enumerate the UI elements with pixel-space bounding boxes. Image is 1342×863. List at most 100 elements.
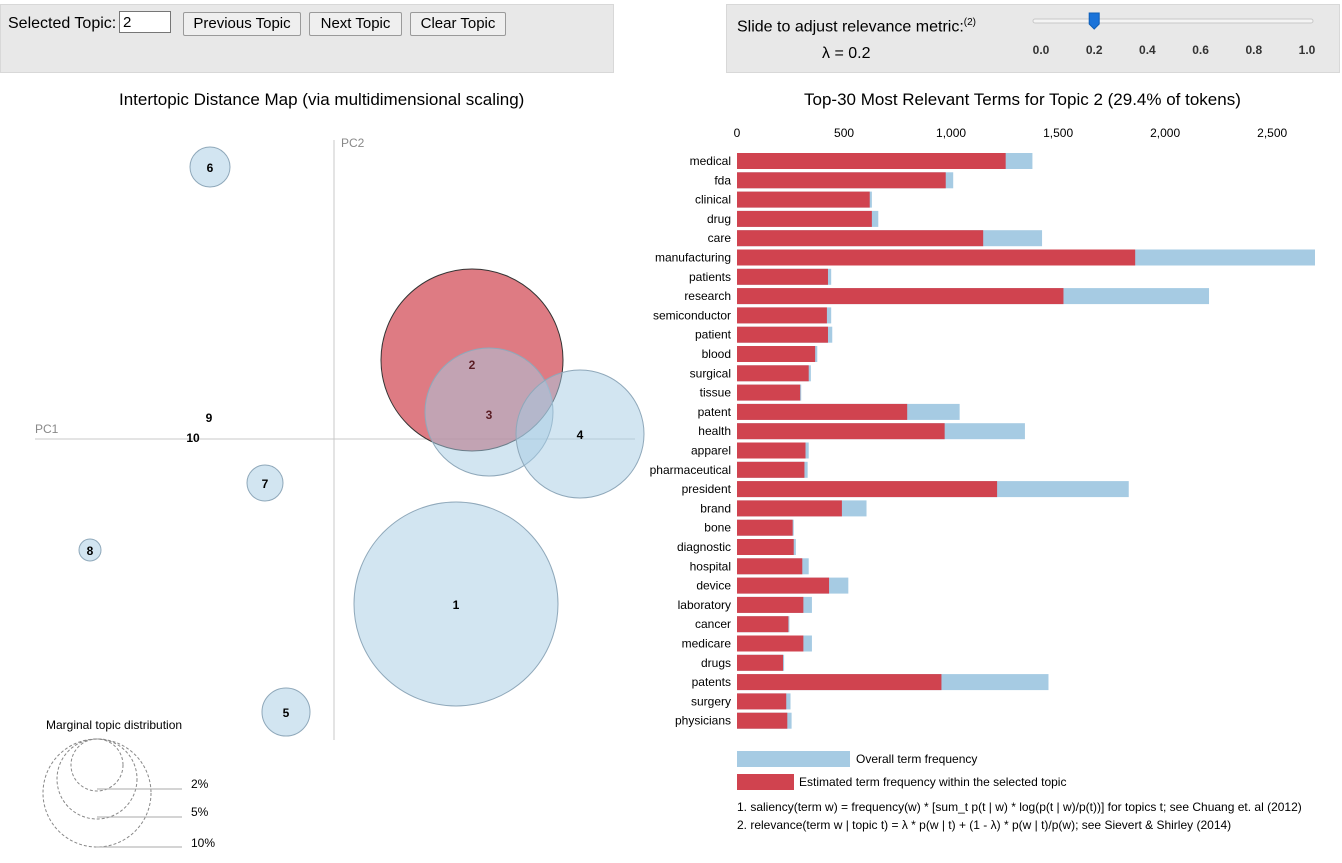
lambda-slider[interactable]: 0.0 0.2 0.4 0.6 0.8 1.0 <box>1023 7 1323 67</box>
marginal-label-10pct: 10% <box>191 836 215 850</box>
slider-track[interactable] <box>1032 18 1314 24</box>
term-label-apparel[interactable]: apparel <box>691 444 731 458</box>
intertopic-distance-map: PC2 PC1 1 2 3 4 5 6 7 8 9 10 Marginal to… <box>35 136 645 850</box>
x-tick-label: 2,500 <box>1257 126 1287 140</box>
topic-bar-manufacturing <box>737 249 1136 266</box>
topic-bar-president <box>737 481 998 498</box>
term-label-patients[interactable]: patients <box>689 270 731 284</box>
term-label-drug[interactable]: drug <box>707 212 731 226</box>
topic-label-9[interactable]: 9 <box>206 411 213 425</box>
previous-topic-button[interactable]: Previous Topic <box>183 12 301 36</box>
term-label-diagnostic[interactable]: diagnostic <box>677 540 731 554</box>
term-label-care[interactable]: care <box>708 231 732 245</box>
slider-tick-5: 1.0 <box>1299 43 1316 57</box>
x-tick-label: 0 <box>734 126 741 140</box>
term-label-clinical[interactable]: clinical <box>695 193 731 207</box>
lambda-value-text: λ = 0.2 <box>822 45 871 62</box>
slider-tick-1: 0.2 <box>1086 43 1103 57</box>
topic-circle-8[interactable] <box>78 538 102 562</box>
topic-controls-panel: Selected Topic: 2 Previous Topic Next To… <box>0 4 614 73</box>
topic-bar-patents <box>737 674 942 691</box>
topic-label-2: 2 <box>469 358 476 372</box>
next-topic-button[interactable]: Next Topic <box>309 12 402 36</box>
term-label-device[interactable]: device <box>696 579 731 593</box>
topic-circle-1[interactable] <box>353 501 559 707</box>
marginal-circle-10pct <box>42 738 152 848</box>
topic-bar-physicians <box>737 712 788 729</box>
term-label-blood[interactable]: blood <box>702 347 731 361</box>
term-label-surgical[interactable]: surgical <box>690 366 731 380</box>
topic-bar-surgery <box>737 693 787 710</box>
topic-label-10[interactable]: 10 <box>186 431 200 445</box>
slider-tick-2: 0.4 <box>1139 43 1156 57</box>
term-label-health[interactable]: health <box>698 424 731 438</box>
topic-label-3: 3 <box>486 408 493 422</box>
topic-bar-pharmaceutical <box>737 461 805 478</box>
topic-bar-bone <box>737 519 793 536</box>
term-label-laboratory[interactable]: laboratory <box>678 598 731 612</box>
term-label-patent[interactable]: patent <box>698 405 732 419</box>
topic-bar-device <box>737 577 830 594</box>
topic-bar-semiconductor <box>737 307 827 324</box>
term-label-tissue[interactable]: tissue <box>700 386 732 400</box>
slider-thumb[interactable] <box>1088 12 1100 30</box>
topic-bar-cancer <box>737 616 789 633</box>
slider-label: Slide to adjust relevance metric:(2) <box>737 17 976 36</box>
relevance-footnote: 2. relevance(term w | topic t) = λ * p(w… <box>737 818 1232 832</box>
term-label-bone[interactable]: bone <box>704 521 731 535</box>
topic-bar-drugs <box>737 654 784 671</box>
x-tick-label: 2,000 <box>1150 126 1180 140</box>
topic-bar-clinical <box>737 191 870 208</box>
legend-overall-swatch <box>737 751 850 767</box>
topic-bar-laboratory <box>737 596 804 613</box>
topic-bar-hospital <box>737 558 803 575</box>
topic-bar-blood <box>737 346 816 362</box>
marginal-circle-5pct <box>56 738 138 820</box>
topic-bar-medicare <box>737 635 804 652</box>
slider-tick-0: 0.0 <box>1033 43 1050 57</box>
term-label-physicians[interactable]: physicians <box>675 714 731 728</box>
marginal-label-5pct: 5% <box>191 805 209 819</box>
legend-overall-label: Overall term frequency <box>856 752 978 766</box>
term-label-surgery[interactable]: surgery <box>691 694 731 708</box>
legend-topic-label: Estimated term frequency within the sele… <box>799 775 1067 789</box>
bar-chart-title: Top-30 Most Relevant Terms for Topic 2 (… <box>804 90 1241 109</box>
term-label-president[interactable]: president <box>682 482 732 496</box>
term-label-cancer[interactable]: cancer <box>695 617 731 631</box>
marginal-label-2pct: 2% <box>191 777 209 791</box>
term-label-pharmaceutical[interactable]: pharmaceutical <box>650 463 731 477</box>
term-label-medicare[interactable]: medicare <box>682 637 732 651</box>
term-label-patents[interactable]: patents <box>692 675 731 689</box>
clear-topic-button[interactable]: Clear Topic <box>410 12 506 36</box>
marginal-distribution-title: Marginal topic distribution <box>46 718 182 732</box>
slider-label-text: Slide to adjust relevance metric: <box>737 18 964 36</box>
topic-circle-7[interactable] <box>246 464 284 502</box>
legend-topic-swatch <box>737 774 794 790</box>
selected-topic-input[interactable]: 2 <box>119 11 171 33</box>
topic-bar-health <box>737 423 945 440</box>
topic-circle-6[interactable] <box>189 146 231 188</box>
topic-bar-diagnostic <box>737 539 794 555</box>
x-tick-label: 1,500 <box>1043 126 1073 140</box>
term-label-patient[interactable]: patient <box>695 328 732 342</box>
relevance-controls-panel: Slide to adjust relevance metric:(2) λ =… <box>726 4 1340 73</box>
term-label-research[interactable]: research <box>684 289 731 303</box>
term-label-drugs[interactable]: drugs <box>701 656 731 670</box>
term-label-semiconductor[interactable]: semiconductor <box>653 308 731 322</box>
term-label-fda[interactable]: fda <box>714 173 731 187</box>
topic-circle-4[interactable] <box>515 369 645 499</box>
topic-label-5: 5 <box>283 706 290 720</box>
topic-bar-medical <box>737 153 1006 169</box>
slider-tick-3: 0.6 <box>1192 43 1209 57</box>
topic-bar-brand <box>737 500 842 517</box>
selected-topic-label: Selected Topic: <box>8 15 117 32</box>
slider-tick-4: 0.8 <box>1245 43 1262 57</box>
topic-circle-5[interactable] <box>261 687 311 737</box>
term-label-medical[interactable]: medical <box>690 154 731 168</box>
term-label-manufacturing[interactable]: manufacturing <box>655 251 731 265</box>
topic-label-7: 7 <box>262 477 269 491</box>
x-tick-label: 1,000 <box>936 126 966 140</box>
term-label-hospital[interactable]: hospital <box>690 559 731 573</box>
term-label-brand[interactable]: brand <box>700 501 731 515</box>
slider-footnote: (2) <box>963 17 977 28</box>
